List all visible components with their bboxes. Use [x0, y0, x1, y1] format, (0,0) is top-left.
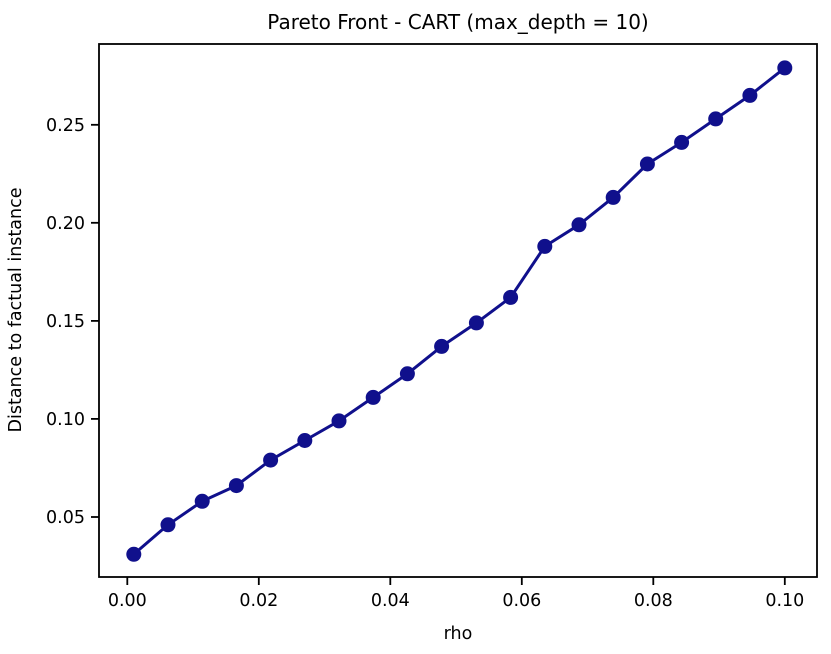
- data-points: [126, 60, 793, 562]
- x-tick-label: 0.02: [239, 591, 278, 611]
- data-point: [297, 433, 313, 448]
- plot-frame: [98, 43, 818, 578]
- x-axis-label: rho: [444, 624, 473, 644]
- data-point: [331, 413, 347, 429]
- data-point: [399, 366, 415, 382]
- data-point: [777, 60, 793, 76]
- y-tick-label: 0.05: [46, 508, 85, 528]
- y-axis-label: Distance to factual instance: [6, 188, 26, 433]
- data-point: [605, 189, 621, 205]
- data-point: [674, 134, 690, 150]
- data-point: [194, 493, 210, 509]
- data-point: [160, 517, 176, 533]
- x-tick-label: 0.10: [765, 591, 804, 611]
- y-tick-label: 0.25: [46, 116, 85, 136]
- x-tick-label: 0.00: [108, 591, 147, 611]
- data-point: [434, 338, 450, 354]
- axis-ticks: 0.00 0.02 0.04 0.06 0.08 0.10 0.05 0.10 0.15 0.20…: [46, 116, 804, 611]
- y-tick-label: 0.20: [46, 214, 85, 234]
- data-point: [708, 111, 724, 127]
- y-tick-label: 0.10: [46, 410, 85, 430]
- data-point: [639, 156, 655, 172]
- data-point: [263, 452, 279, 468]
- x-tick-label: 0.04: [371, 591, 410, 611]
- data-point: [537, 238, 553, 254]
- data-point: [228, 478, 244, 494]
- data-point: [468, 315, 484, 331]
- x-tick-label: 0.08: [634, 591, 673, 611]
- data-point: [742, 87, 758, 103]
- chart-title: Pareto Front - CART (max_depth = 10): [267, 10, 648, 34]
- data-point: [126, 546, 142, 562]
- data-point: [571, 217, 587, 233]
- data-point: [503, 289, 519, 305]
- y-tick-label: 0.15: [46, 312, 85, 332]
- x-tick-label: 0.06: [502, 591, 541, 611]
- data-point: [365, 389, 381, 405]
